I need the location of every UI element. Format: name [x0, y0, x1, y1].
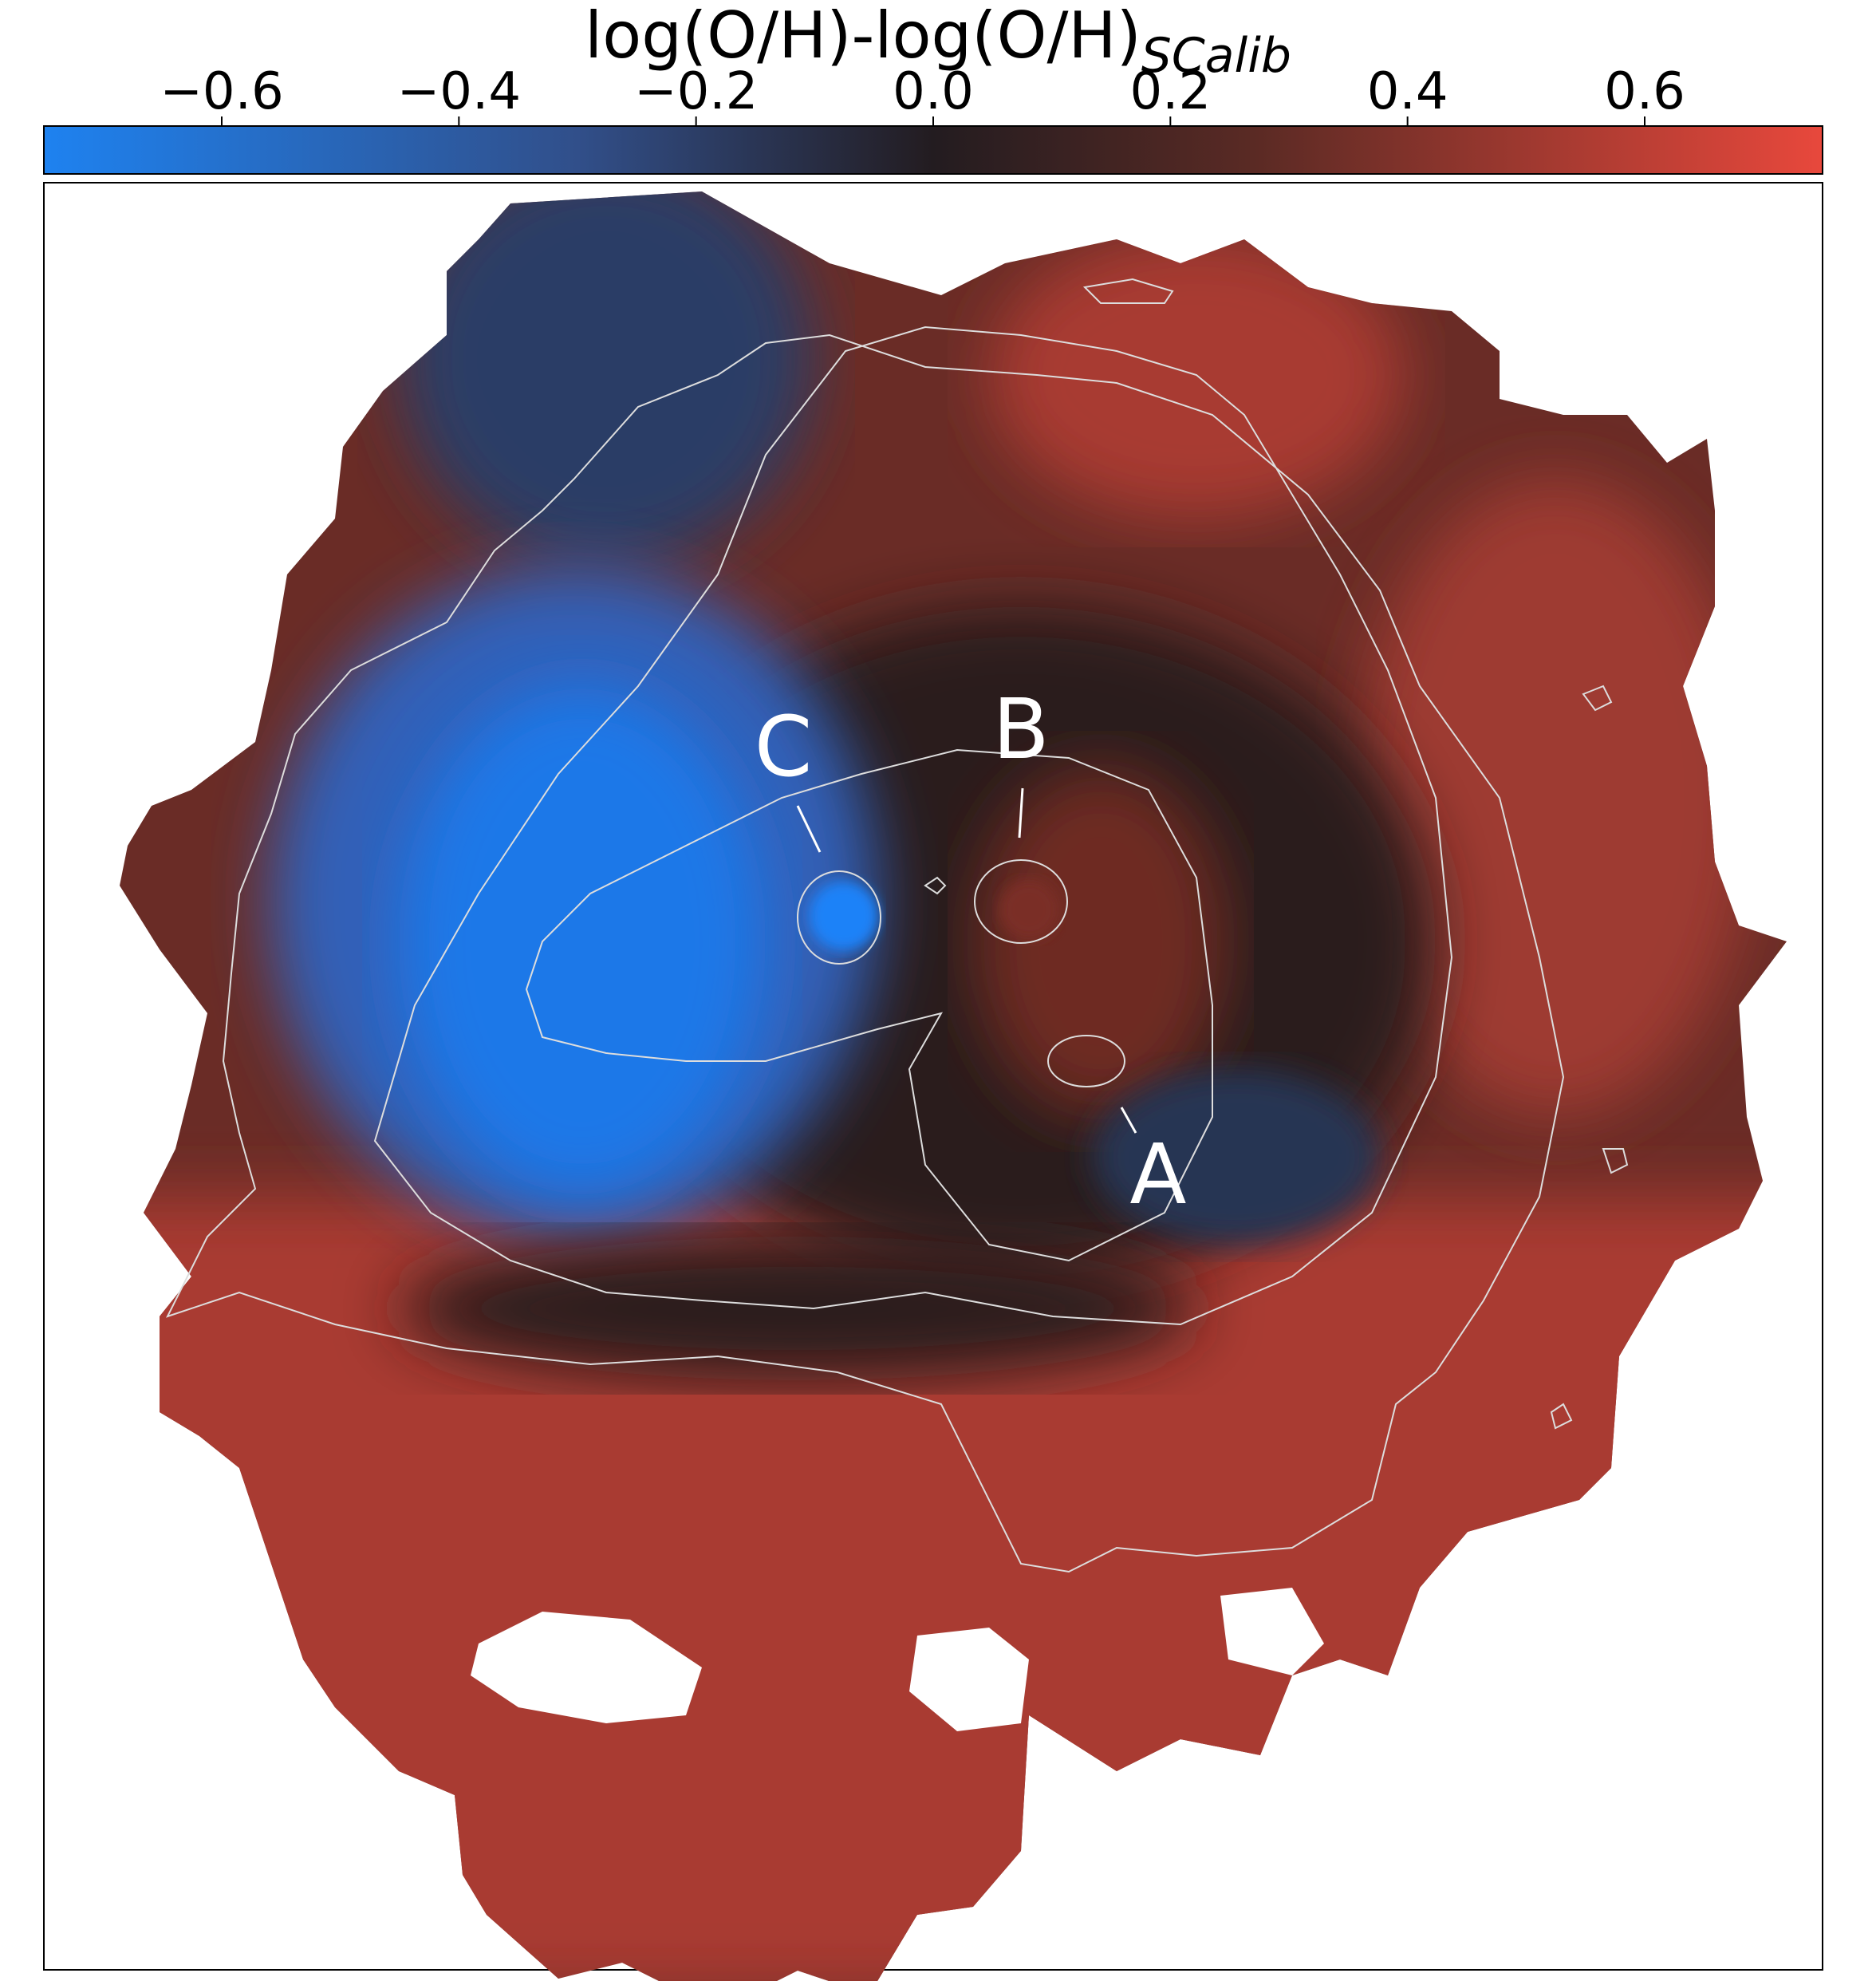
contour-small-right-3 [1550, 1403, 1573, 1430]
colorbar-tick-label: 0.0 [893, 62, 974, 121]
map-red-inner [973, 766, 1228, 1117]
annotation-pointers [796, 787, 1137, 1134]
knot-c-blob [809, 881, 879, 951]
map-navy-arc [1093, 1069, 1380, 1245]
annotation-label-b: B [992, 681, 1049, 778]
contour-small-right-1 [1582, 685, 1613, 712]
colorbar-tick-label: −0.6 [160, 62, 283, 121]
colorbar-tick-label: 0.2 [1129, 62, 1211, 121]
contour-knot-a [1047, 1035, 1125, 1087]
colorbar-bar [43, 125, 1823, 175]
annotation-label-c: C [755, 698, 813, 795]
contour-top-right-loop [1082, 278, 1174, 304]
pointer-b [1018, 787, 1024, 839]
colorbar-tick-label: 0.4 [1367, 62, 1448, 121]
knot-b-blob [999, 879, 1059, 940]
map-panel: A B C [43, 182, 1823, 1981]
annotation-label-a: A [1129, 1126, 1186, 1223]
contour-outer [166, 333, 1565, 1573]
contour-small-knot [924, 876, 947, 895]
colorbar-label: log(O/H)-log(O/H)SCalib [585, 0, 1291, 84]
pointer-c [796, 805, 822, 853]
contour-small-right-2 [1602, 1148, 1629, 1174]
map-dark-bottom-band [399, 1237, 1196, 1380]
colorbar-label-subscript: SCalib [1141, 28, 1291, 84]
contour-knot-b [974, 859, 1068, 944]
colorbar-ticks: −0.6 −0.4 −0.2 0.0 0.2 0.4 0.6 [160, 62, 1685, 126]
colorbar-tick-label: −0.2 [634, 62, 758, 121]
pointer-a [1120, 1107, 1137, 1134]
map-navy-top [399, 191, 814, 566]
contour-knot-c [797, 870, 881, 965]
map-bright-blue [399, 686, 766, 1197]
contour-mid [373, 326, 1453, 1326]
colorbar-tick-label: 0.6 [1604, 62, 1685, 121]
colorbar-label-main: log(O/H)-log(O/H) [585, 0, 1141, 73]
colorbar: log(O/H)-log(O/H)SCalib −0.6 −0.4 −0.2 0.0 0… [43, 0, 1823, 175]
map-right-red [1356, 479, 1755, 1117]
contour-inner [525, 748, 1213, 1262]
colorbar-tick-label: −0.4 [397, 62, 521, 121]
contours [166, 278, 1629, 1573]
map-holes [471, 1588, 1324, 1731]
annotations: A B C [755, 681, 1187, 1223]
